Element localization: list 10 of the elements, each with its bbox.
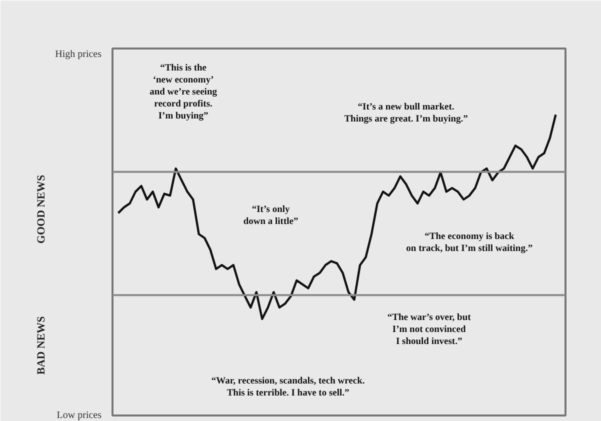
text: High prices <box>55 49 102 60</box>
text: GOOD NEWS <box>36 174 48 244</box>
annotation: “The economy is back on track, but I’m still waiting.” <box>406 232 533 254</box>
text: Low prices <box>56 410 102 421</box>
annotation: “War, recession, scandals, tech wreck. This is terrible. I have to sell.” <box>211 376 365 398</box>
annotation: “The war’s over, but I’m not convinced I should invest.” <box>387 313 472 348</box>
annotation: “It’s only down a little” <box>243 204 298 227</box>
text: BAD NEWS <box>36 316 48 375</box>
annotation: “It’s a new bull market. Things are great. I’m buying.” <box>344 102 468 125</box>
annotation: “This is the ‘new economy’ and we’re seeing record profits. I’m buying” <box>150 64 218 122</box>
